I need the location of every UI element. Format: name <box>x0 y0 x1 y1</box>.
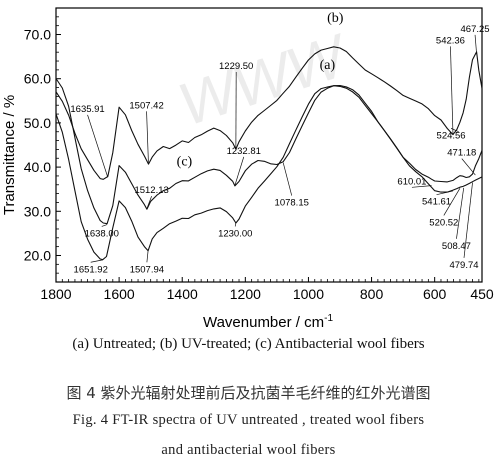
x-tick-label: 1400 <box>167 286 198 302</box>
peak-annotation-label: 1229.50 <box>219 61 253 72</box>
x-axis-label-superscript: -1 <box>324 313 333 324</box>
peak-annotation-label: 542.36 <box>436 35 465 46</box>
x-axis: 1800 1600 1400 1200 1000 800 600 450 <box>40 277 494 302</box>
annotation-leader <box>146 196 152 209</box>
annotation-leader <box>87 114 109 178</box>
peak-annotation-label: 467.25 <box>461 24 490 35</box>
peak-annotation-label: 1232.81 <box>227 146 261 157</box>
annotation-leader <box>436 190 454 196</box>
peak-annotation-label: 610.01 <box>397 176 426 187</box>
annotation-leader <box>456 187 465 239</box>
figure-caption-chinese: 图 4 紫外光辐射处理前后及抗菌羊毛纤维的红外光谱图 <box>66 384 431 402</box>
x-tick-label: 1600 <box>104 286 135 302</box>
x-tick-label: 1800 <box>40 286 71 302</box>
x-axis-label: Wavenumber / cm-1 <box>203 313 333 331</box>
peak-annotation-label: 1635.91 <box>70 104 104 115</box>
x-tick-label: 800 <box>360 286 384 302</box>
y-tick-label: 20.0 <box>24 247 51 263</box>
peak-annotation-label: 1078.15 <box>275 198 309 209</box>
peak-annotation-label: 471.18 <box>447 148 476 159</box>
peak-annotation-label: 524.56 <box>437 130 466 141</box>
annotation-group: 1635.91 1507.42 1229.50 1232.81 1512.13 1078.… <box>70 24 489 275</box>
annotation-leader <box>461 158 476 176</box>
y-axis: 20.0 30.0 40.0 50.0 60.0 70.0 <box>24 7 61 283</box>
annotation-leader <box>450 128 459 133</box>
peak-annotation-label: 520.52 <box>429 217 458 228</box>
peak-annotation-label: 479.74 <box>449 260 478 271</box>
annotation-leader <box>450 46 454 134</box>
x-tick-label: 1200 <box>230 286 261 302</box>
y-tick-label: 40.0 <box>24 159 51 175</box>
peak-annotation-label: 1507.94 <box>130 264 164 275</box>
watermark-text: WWW <box>171 21 358 139</box>
annotation-leader <box>474 34 477 55</box>
y-tick-label: 70.0 <box>24 27 51 43</box>
peak-annotation-label: 1230.00 <box>218 228 252 239</box>
annotation-leader <box>411 185 432 188</box>
annotation-leader <box>234 156 245 186</box>
annotation-leader <box>146 250 149 263</box>
series-line-b <box>55 46 483 180</box>
peak-annotation-label: 541.61 <box>422 197 451 208</box>
x-tick-label: 1000 <box>293 286 324 302</box>
annotation-leader <box>101 224 108 227</box>
x-tick-label: 450 <box>470 286 494 302</box>
peak-annotation-label: 508.47 <box>442 241 471 252</box>
series-line-c <box>55 78 483 225</box>
series-line-a <box>55 85 483 261</box>
y-axis-label: Transmittance / % <box>1 95 18 215</box>
chart-legend: (a) Untreated; (b) UV-treated; (c) Antib… <box>72 336 425 352</box>
figure-caption-english-line1: Fig. 4 FT-IR spectra of UV untreated , t… <box>72 412 425 428</box>
series-group: (b) (a) (c) <box>55 11 483 261</box>
annotation-leader <box>443 188 461 216</box>
peak-annotation-label: 1507.42 <box>129 100 163 111</box>
y-tick-label: 60.0 <box>24 71 51 87</box>
peak-annotation-label: 1638.00 <box>85 228 119 239</box>
x-tick-label: 600 <box>423 286 447 302</box>
plot-area <box>55 7 483 283</box>
annotation-leader <box>146 111 149 164</box>
ftir-chart: WWW 1800 1600 1400 1200 1000 800 600 450 20.0 30… <box>1 7 494 331</box>
y-tick-label: 50.0 <box>24 115 51 131</box>
series-label: (c) <box>177 154 193 169</box>
peak-annotation-label: 1651.92 <box>74 264 108 275</box>
annotation-leader <box>463 182 473 258</box>
plot-frame <box>55 7 483 283</box>
annotation-leader <box>282 162 293 196</box>
y-tick-label: 30.0 <box>24 203 51 219</box>
figure-caption-english-line2: and antibacterial wool fibers <box>161 442 336 458</box>
series-label: (a) <box>320 58 336 73</box>
series-label: (b) <box>327 11 344 26</box>
annotation-leader <box>90 259 103 263</box>
annotation-leader <box>234 222 237 227</box>
peak-annotation-label: 1512.13 <box>134 185 168 196</box>
